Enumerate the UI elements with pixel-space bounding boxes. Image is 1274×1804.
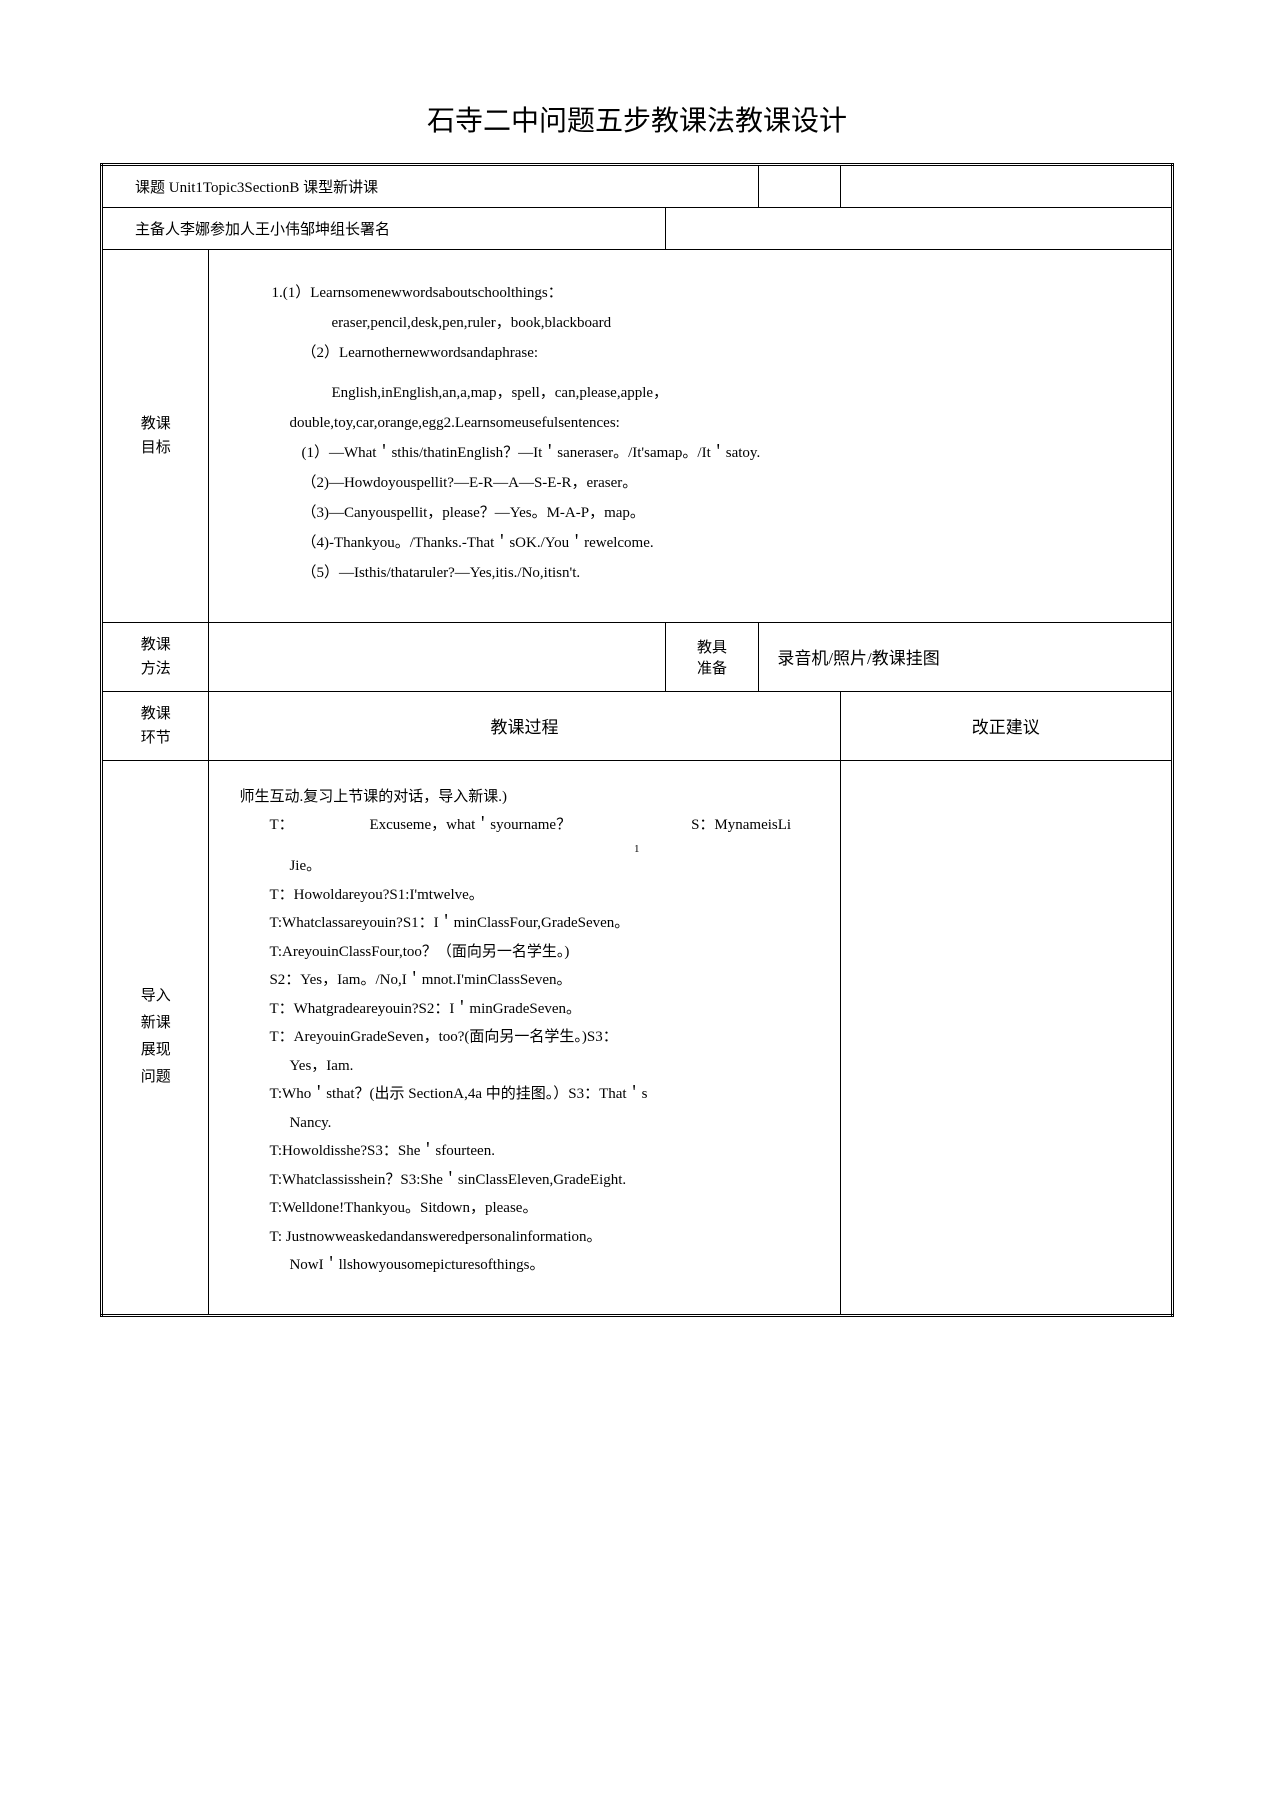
empty-cell xyxy=(759,164,840,207)
intro-line: T:Whatclassareyouin?S1：I＇minClassFour,Gr… xyxy=(239,909,809,938)
goal-line: double,toy,car,orange,egg2.Learnsomeusef… xyxy=(241,408,1139,438)
goal-line: （3)—Canyouspellit，please？—Yes。M-A-P，map。 xyxy=(241,498,1139,528)
intro-line: T：Whatgradeareyouin?S2：I＇minGradeSeven。 xyxy=(239,995,809,1024)
intro-line: T：Howoldareyou?S1:I'mtwelve。 xyxy=(239,881,809,910)
goals-label: 教课 目标 xyxy=(102,249,209,622)
subscript: 1 xyxy=(634,843,640,855)
preparer-text: 主备人李娜参加人王小伟邹坤组长署名 xyxy=(115,222,390,238)
intro-line: 师生互动.复习上节课的对话，导入新课.) xyxy=(239,783,809,812)
goal-line: （2）Learnothernewwordsandaphrase: xyxy=(241,338,1139,368)
intro-line: T:Whatclassisshein？S3:She＇sinClassEleven… xyxy=(239,1166,809,1195)
goals-content-cell: 1.(1）Learnsomenewwordsaboutschoolthings：… xyxy=(209,249,1173,622)
suggest-header: 改正建议 xyxy=(840,691,1172,760)
table-row: 导入 新课 展现 问题 师生互动.复习上节课的对话，导入新课.) T： Excu… xyxy=(102,760,1173,1315)
table-row: 主备人李娜参加人王小伟邹坤组长署名 xyxy=(102,207,1173,249)
page-title: 石寺二中问题五步教课法教课设计 xyxy=(100,99,1174,139)
method-label: 教课 方法 xyxy=(102,622,209,691)
empty-cell xyxy=(665,207,1172,249)
intro-content-cell: 师生互动.复习上节课的对话，导入新课.) T： Excuseme，what＇sy… xyxy=(209,760,840,1315)
goal-line: English,inEnglish,an,a,map，spell，can,ple… xyxy=(241,378,1139,408)
intro-label: 导入 新课 展现 问题 xyxy=(102,760,209,1315)
env-label: 教课 环节 xyxy=(102,691,209,760)
table-row: 教课 目标 1.(1）Learnsomenewwordsaboutschoolt… xyxy=(102,249,1173,622)
intro-line: S2：Yes，Iam。/No,I＇mnot.I'minClassSeven。 xyxy=(239,966,809,995)
intro-line: T： Excuseme，what＇syourname？ S：MynameisLi xyxy=(239,811,809,840)
t-label: T： xyxy=(239,811,309,840)
goal-line: （4)-Thankyou。/Thanks.-That＇sOK./You＇rewe… xyxy=(241,528,1139,558)
intro-line: T:Howoldisshe?S3：She＇sfourteen. xyxy=(239,1137,809,1166)
empty-cell xyxy=(209,622,665,691)
tools-value: 录音机/照片/教课挂图 xyxy=(759,622,1173,691)
goal-line: (1）—What＇sthis/thatinEnglish？—It＇saneras… xyxy=(241,438,1139,468)
goal-line: eraser,pencil,desk,pen,ruler，book,blackb… xyxy=(241,308,1139,338)
intro-line: Yes，Iam. xyxy=(239,1052,809,1081)
table-row: 课题 Unit1Topic3SectionB 课型新讲课 xyxy=(102,164,1173,207)
preparer-cell: 主备人李娜参加人王小伟邹坤组长署名 xyxy=(102,207,666,249)
intro-line: T：AreyouinGradeSeven，too?(面向另一名学生。)S3： xyxy=(239,1023,809,1052)
intro-line: Jie。 xyxy=(239,852,809,881)
intro-line: T: Justnowweaskedandansweredpersonalinfo… xyxy=(239,1223,809,1252)
tools-label: 教具 准备 xyxy=(665,622,759,691)
suggest-cell xyxy=(840,760,1172,1315)
table-row: 教课 环节 教课过程 改正建议 xyxy=(102,691,1173,760)
process-header: 教课过程 xyxy=(209,691,840,760)
intro-line: NowI＇llshowyousomepicturesofthings。 xyxy=(239,1251,809,1280)
empty-cell xyxy=(840,164,1172,207)
s-text: S：MynameisLi xyxy=(691,817,791,833)
topic-text: 课题 Unit1Topic3SectionB 课型新讲课 xyxy=(115,180,378,196)
lesson-plan-table: 课题 Unit1Topic3SectionB 课型新讲课 主备人李娜参加人王小伟… xyxy=(100,163,1174,1317)
table-row: 教课 方法 教具 准备 录音机/照片/教课挂图 xyxy=(102,622,1173,691)
goal-line: （5）—Isthis/thataruler?—Yes,itis./No,itis… xyxy=(241,558,1139,588)
goal-line: 1.(1）Learnsomenewwordsaboutschoolthings： xyxy=(241,278,1139,308)
topic-cell: 课题 Unit1Topic3SectionB 课型新讲课 xyxy=(102,164,759,207)
intro-line: T:AreyouinClassFour,too？（面向另一名学生。) xyxy=(239,938,809,967)
intro-line: T:Who＇sthat？(出示 SectionA,4a 中的挂图。）S3：Tha… xyxy=(239,1080,809,1109)
intro-line: Nancy. xyxy=(239,1109,809,1138)
s-answer: S：MynameisLi xyxy=(571,811,791,840)
t-question: Excuseme，what＇syourname？ xyxy=(309,811,571,840)
intro-line: T:Welldone!Thankyou。Sitdown，please。 xyxy=(239,1194,809,1223)
goal-line: （2)—Howdoyouspellit?—E-R—A—S-E-R，eraser。 xyxy=(241,468,1139,498)
